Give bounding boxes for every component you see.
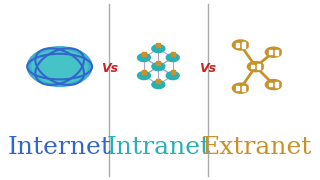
Bar [257, 64, 260, 69]
Circle shape [152, 63, 165, 71]
Circle shape [166, 54, 179, 62]
Text: Intranet: Intranet [106, 136, 211, 159]
Bar [236, 43, 239, 47]
Text: Extranet: Extranet [202, 136, 312, 159]
Circle shape [138, 54, 150, 62]
Circle shape [138, 72, 150, 80]
Text: Vs: Vs [100, 62, 118, 75]
Circle shape [232, 40, 249, 50]
Bar [282, 49, 284, 55]
Bar [282, 81, 284, 88]
Circle shape [166, 72, 179, 80]
Circle shape [247, 62, 264, 72]
Bar [275, 50, 278, 55]
Bar [264, 63, 267, 70]
Bar [242, 42, 245, 48]
Circle shape [32, 50, 87, 84]
Circle shape [265, 47, 282, 57]
Bar [236, 86, 239, 90]
Circle shape [152, 45, 165, 53]
Circle shape [27, 47, 92, 86]
Circle shape [265, 80, 282, 90]
Bar [275, 82, 278, 87]
Circle shape [232, 83, 249, 93]
Bar [251, 65, 254, 68]
Bar [249, 85, 252, 91]
Circle shape [152, 81, 165, 89]
Bar [269, 50, 272, 54]
Text: Internet: Internet [8, 136, 112, 159]
Bar [249, 42, 252, 48]
Text: Vs: Vs [199, 62, 216, 75]
Bar [242, 86, 245, 91]
Bar [269, 83, 272, 86]
